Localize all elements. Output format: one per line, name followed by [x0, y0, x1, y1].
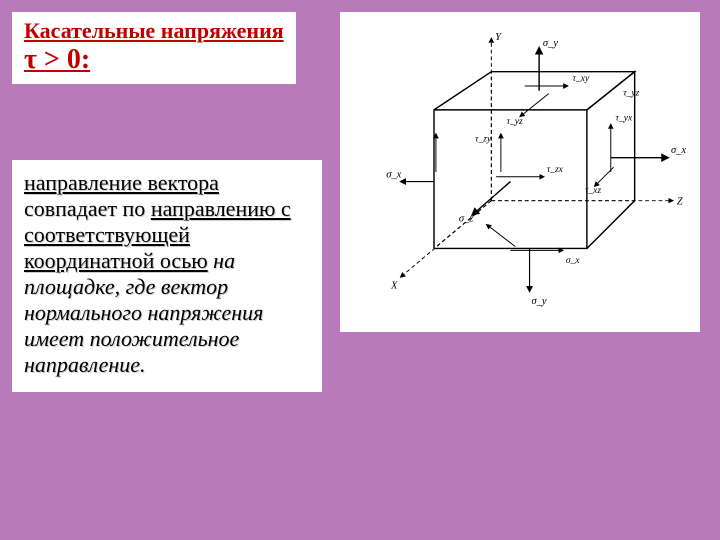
svg-text:X: X — [390, 281, 398, 292]
svg-text:σ_z: σ_z — [459, 214, 474, 225]
svg-text:Y: Y — [495, 32, 502, 43]
svg-text:σ_y: σ_y — [531, 296, 546, 307]
svg-text:Z: Z — [677, 196, 683, 207]
svg-text:τ_xz: τ_xz — [585, 185, 601, 196]
svg-text:σ_x: σ_x — [566, 255, 580, 266]
svg-text:τ_zx: τ_zx — [547, 164, 564, 175]
svg-text:σ_x: σ_x — [671, 145, 686, 156]
svg-text:τ_yx: τ_yx — [616, 112, 633, 123]
svg-text:τ_yz: τ_yz — [623, 88, 639, 99]
stress-cube-svg: Y Z X σ_y σ_x σ_z σ_y σ_x τ_xy τ_yz τ_yx… — [348, 20, 692, 324]
svg-text:τ_zy: τ_zy — [475, 133, 492, 144]
body-part2: совпадает по — [24, 196, 151, 221]
body-text: направление вектора совпадает по направл… — [24, 170, 310, 378]
title-box: Касательные напряжения τ > 0: — [12, 12, 296, 84]
title-line1: Касательные напряжения — [24, 18, 284, 44]
svg-text:σ_y: σ_y — [543, 38, 558, 49]
svg-text:σ_x: σ_x — [386, 170, 401, 181]
svg-text:τ_xy: τ_xy — [573, 73, 590, 84]
svg-text:τ_yz: τ_yz — [507, 116, 523, 127]
body-part1: направление вектора — [24, 170, 219, 195]
body-box: направление вектора совпадает по направл… — [12, 160, 322, 392]
stress-cube-diagram: Y Z X σ_y σ_x σ_z σ_y σ_x τ_xy τ_yz τ_yx… — [340, 12, 700, 332]
title-line2: τ > 0: — [24, 44, 284, 76]
